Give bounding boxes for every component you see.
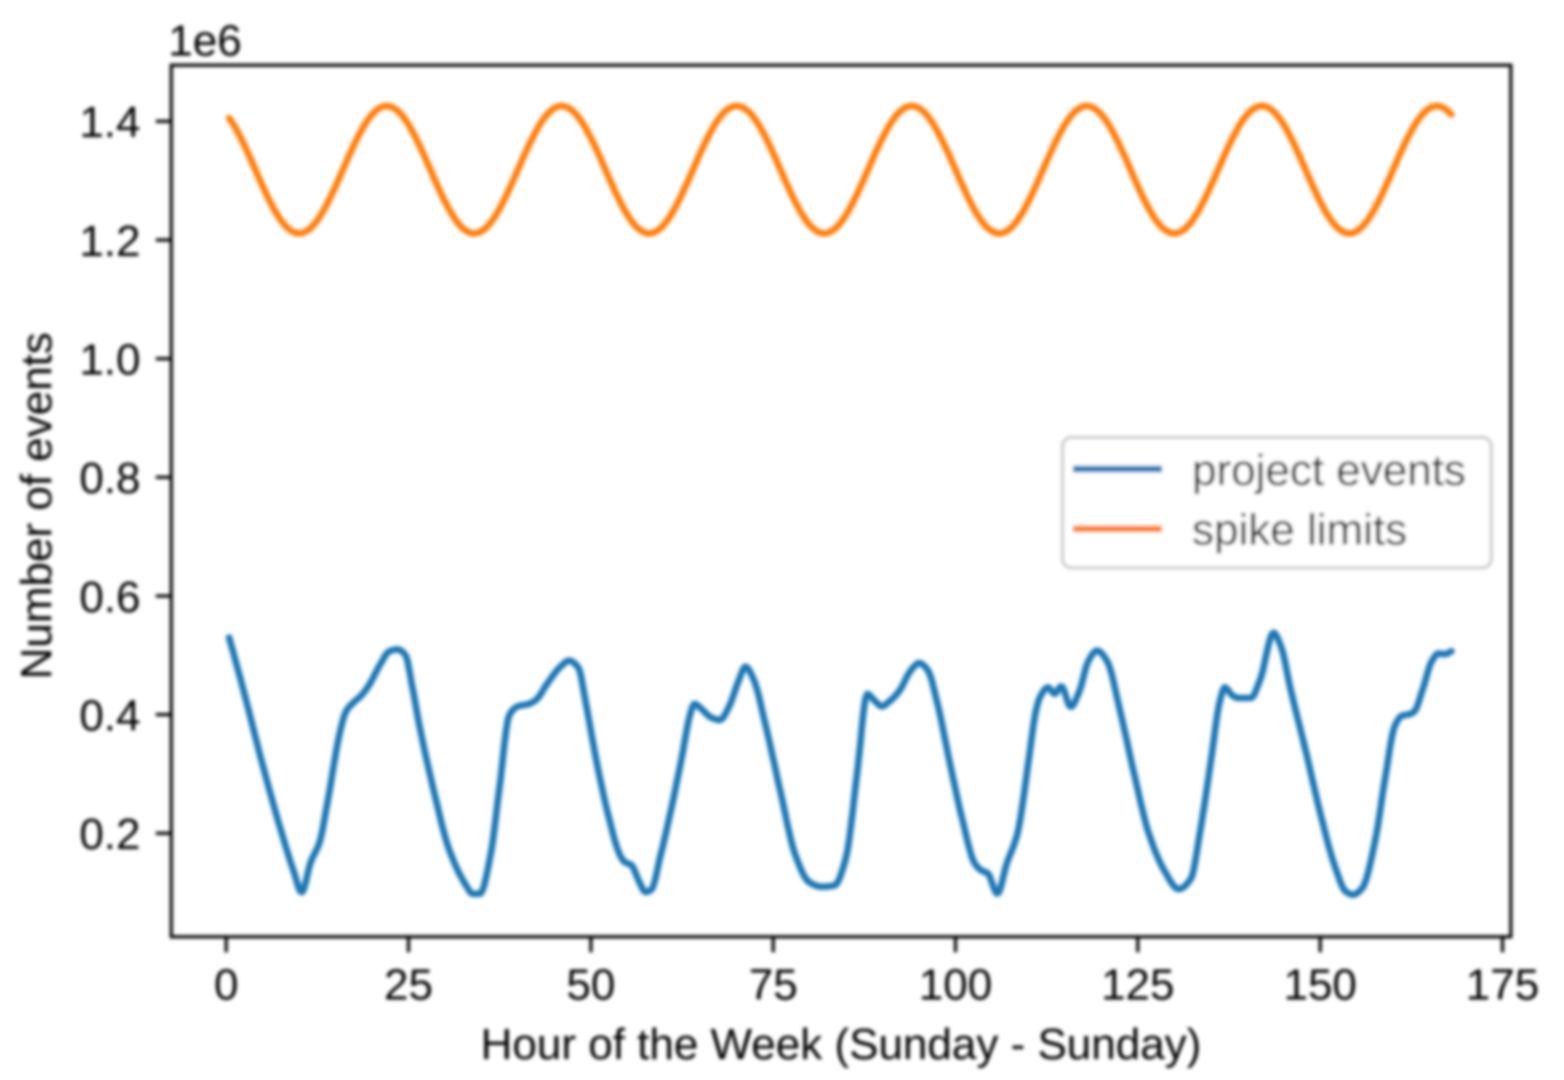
svg-text:0: 0 (214, 961, 238, 1010)
svg-text:Hour of the Week (Sunday - Sun: Hour of the Week (Sunday - Sunday) (481, 1020, 1202, 1069)
svg-text:125: 125 (1101, 961, 1174, 1010)
svg-text:0.8: 0.8 (79, 454, 140, 503)
svg-text:project events: project events (1192, 446, 1466, 495)
svg-text:1.2: 1.2 (79, 217, 140, 266)
svg-text:0.2: 0.2 (79, 810, 140, 859)
svg-text:100: 100 (919, 961, 992, 1010)
svg-text:1e6: 1e6 (168, 17, 241, 66)
svg-text:75: 75 (749, 961, 798, 1010)
svg-text:150: 150 (1283, 961, 1356, 1010)
svg-text:175: 175 (1466, 961, 1539, 1010)
svg-text:spike limits: spike limits (1192, 506, 1407, 555)
svg-text:Number of events: Number of events (12, 332, 61, 679)
svg-text:25: 25 (384, 961, 433, 1010)
svg-text:0.6: 0.6 (79, 573, 140, 622)
svg-text:50: 50 (566, 961, 615, 1010)
svg-text:1.4: 1.4 (79, 98, 140, 147)
svg-text:0.4: 0.4 (79, 691, 140, 740)
svg-text:1.0: 1.0 (79, 336, 140, 385)
